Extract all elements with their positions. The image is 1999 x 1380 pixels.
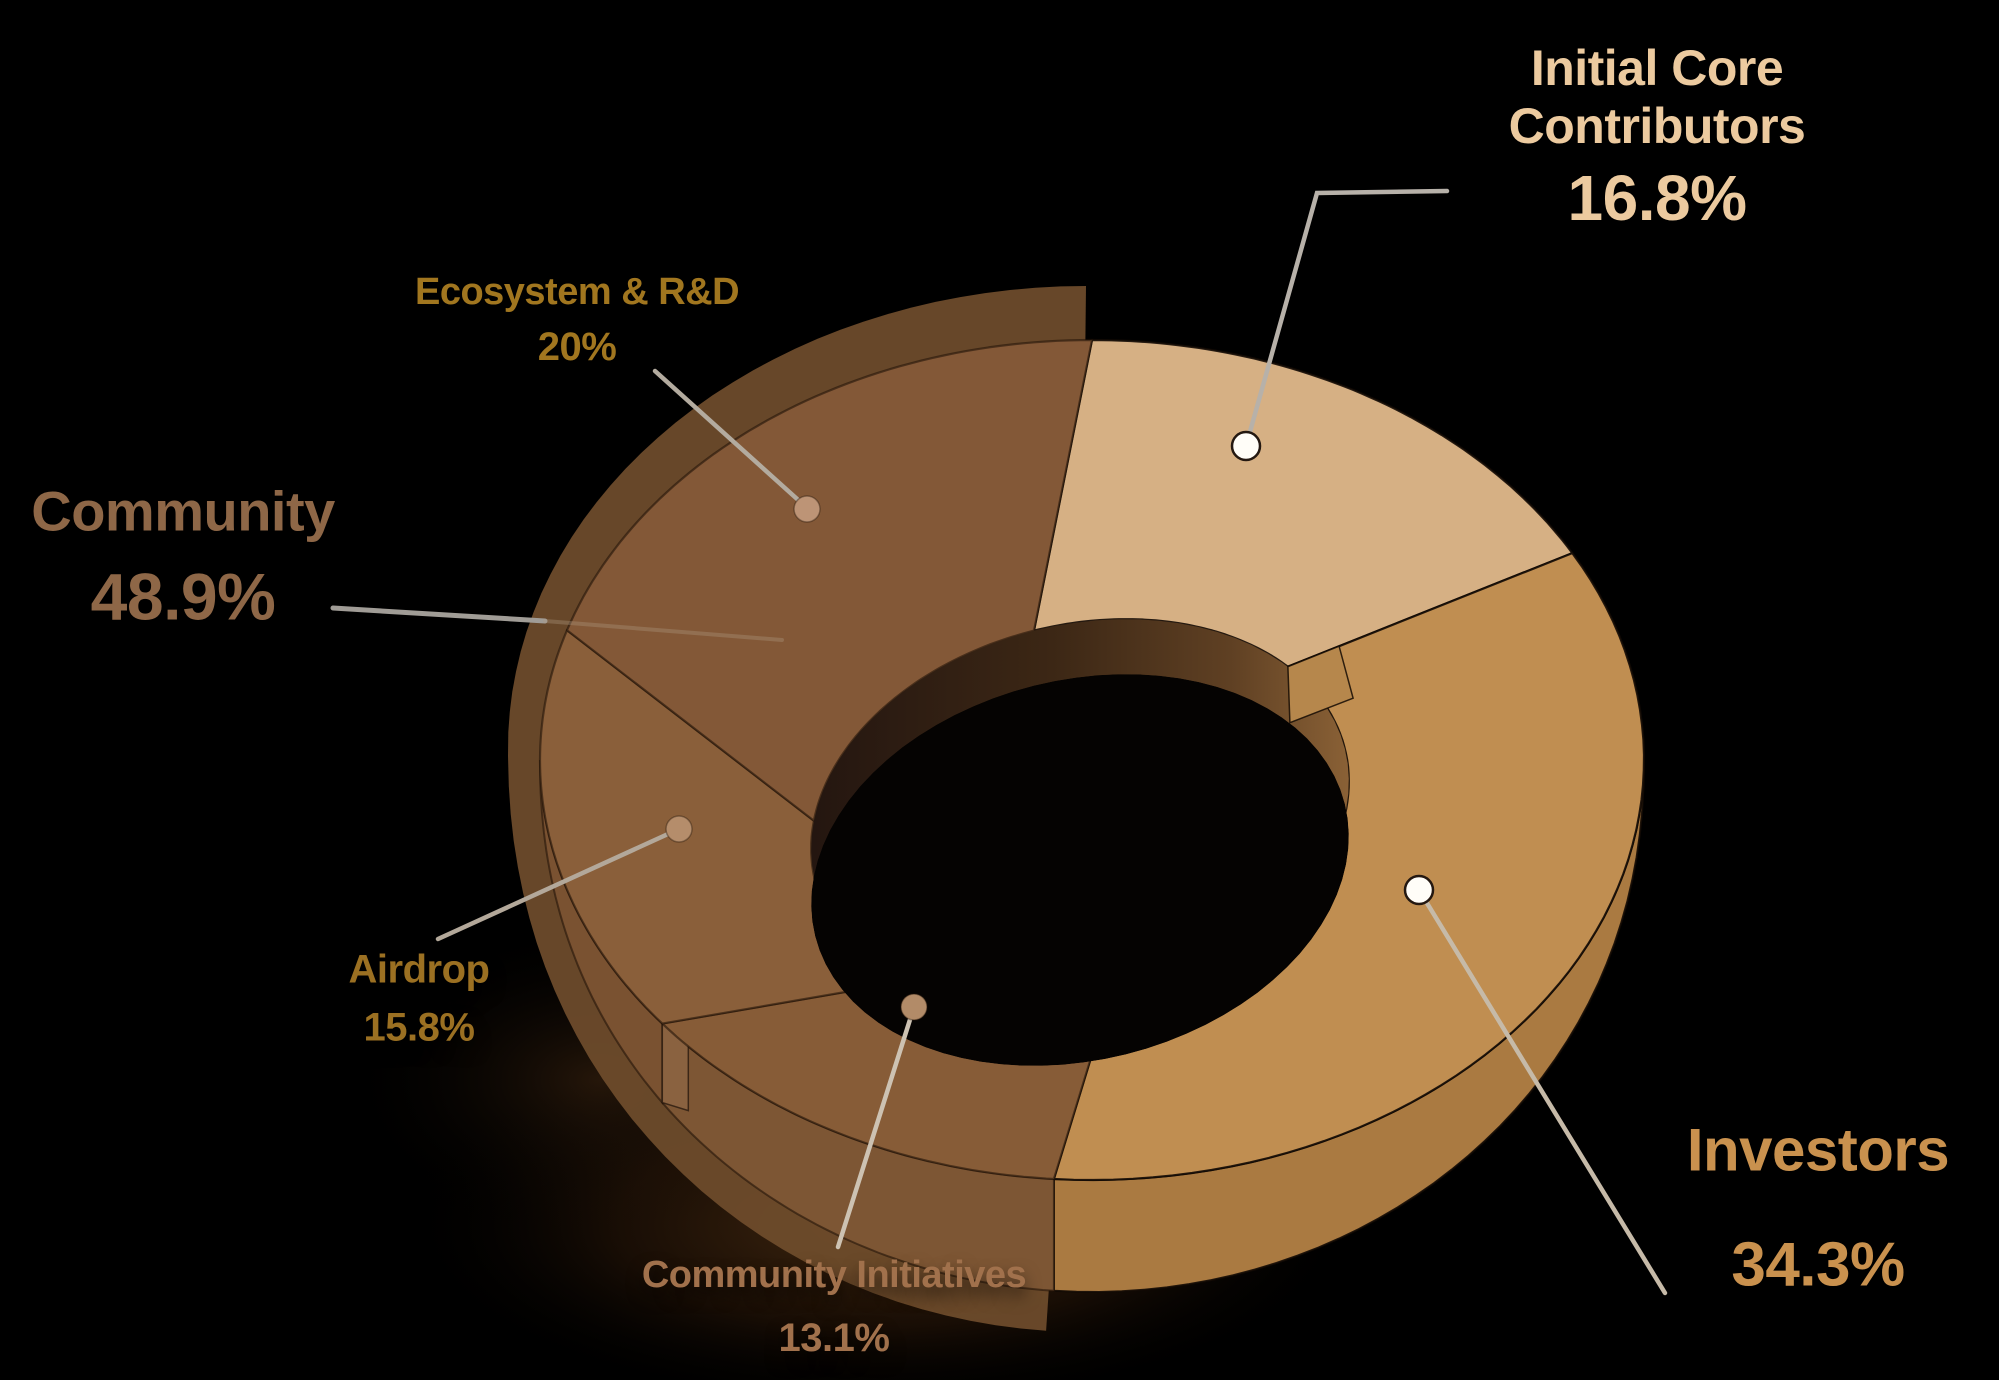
slice-name: Airdrop: [348, 947, 490, 992]
donut-hole: [811, 619, 1349, 1066]
leader-line-initial-core-contributors: [1243, 188, 1450, 449]
label-airdrop: Airdrop 15.8%: [269, 947, 569, 1052]
slice-name: Initial Core Contributors: [1508, 39, 1806, 154]
label-ecosystem-rd: Ecosystem & R&D 20%: [347, 270, 807, 370]
callout-dot-community-initiatives: [900, 993, 928, 1021]
label-community-initiatives: Community Initiatives 13.1%: [554, 1253, 1114, 1361]
label-community-group: Community 48.9%: [0, 479, 398, 635]
leader-line-airdrop: [435, 826, 682, 942]
leader-line-community: [330, 605, 548, 624]
callout-dot-airdrop: [665, 815, 693, 843]
cut-face-icc-investors: [1287, 645, 1354, 724]
slice-percent: 15.8%: [363, 1006, 475, 1050]
leader-line-ecosystem-r-d: [652, 368, 809, 510]
label-investors: Investors 34.3%: [1508, 1115, 1999, 1301]
leader-line-investors: [1416, 887, 1668, 1296]
group-name: Community: [31, 479, 335, 543]
slice-percent: 16.8%: [1567, 161, 1747, 234]
donut-cut-faces: [1287, 645, 1354, 724]
slice-name: Ecosystem & R&D: [414, 270, 740, 313]
leader-lines: [330, 188, 1668, 1296]
leader-line-community: [543, 619, 784, 642]
slice-name: Community Initiatives: [641, 1253, 1027, 1296]
callout-dot-ecosystem-r-d: [793, 495, 821, 523]
callout-dots: [665, 430, 1435, 1021]
group-percent: 48.9%: [90, 559, 276, 634]
hole-black: [811, 674, 1349, 1066]
slice-name: Investors: [1686, 1116, 1950, 1184]
donut-top-faces: [538, 338, 1646, 1182]
slice-percent: 20%: [537, 324, 617, 369]
callout-dot-initial-core-contributors: [1230, 430, 1262, 462]
callout-dot-investors: [1403, 874, 1435, 906]
slice-percent: 13.1%: [778, 1315, 890, 1360]
slice-percent: 34.3%: [1731, 1229, 1905, 1299]
label-initial-core-contributors: Initial Core Contributors 16.8%: [1472, 39, 1842, 235]
donut-side-walls: [539, 759, 1645, 1294]
leader-line-community-initiatives: [835, 1004, 917, 1250]
